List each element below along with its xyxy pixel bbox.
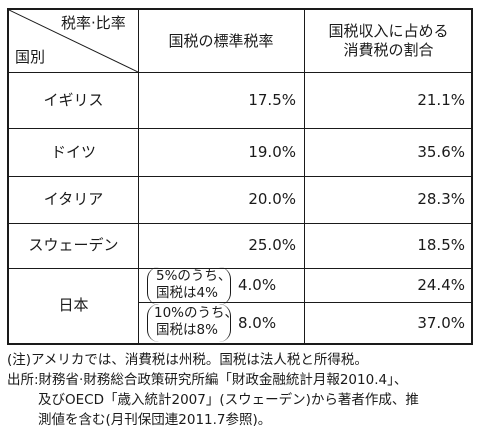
header-diagonal-line (9, 10, 138, 72)
consumption-share-value: 35.6% (417, 142, 465, 161)
note-line: (注)アメリカでは、消費税は州税。国税は法人税と所得税。 (7, 352, 368, 368)
consumption-share-value: 24.4% (417, 275, 465, 294)
row-divider (9, 128, 471, 129)
row-divider (9, 268, 471, 269)
source-notes: (注)アメリカでは、消費税は州税。国税は法人税と所得税。 出所:財務省·財務総合… (7, 350, 475, 430)
standard-rate-value: 4.0% (238, 275, 277, 294)
parenthetical-note (147, 267, 231, 305)
note-line: 5%のうち、 (156, 268, 232, 284)
note-line: 国税は4% (156, 285, 218, 301)
consumption-share-value: 21.1% (417, 91, 465, 110)
row-divider (9, 223, 471, 224)
column-header-line-2: 消費税の割合 (343, 41, 434, 59)
country-label: イタリア (43, 190, 104, 209)
country-label: スウェーデン (28, 236, 119, 255)
source-line: 及びOECD「歳入統計2007」(スウェーデン)から著者作成、推 (38, 392, 419, 408)
standard-rate-value: 19.0% (248, 142, 296, 161)
standard-rate-value: 25.0% (248, 236, 296, 255)
consumption-share-value: 37.0% (417, 313, 465, 332)
source-line: 測値を含む(月刊保団連2011.7参照)。 (38, 412, 272, 428)
row-divider (9, 72, 471, 73)
standard-rate-value: 20.0% (248, 190, 296, 209)
col-divider (304, 10, 305, 343)
col-divider (138, 10, 139, 343)
consumption-share-value: 28.3% (417, 190, 465, 209)
corner-header-bottom: 国別 (15, 47, 46, 66)
country-label: イギリス (43, 91, 104, 110)
column-header-consumption-share: 国税収入に占める 消費税の割合 (304, 10, 473, 72)
column-header-standard-rate: 国税の標準税率 (168, 31, 274, 50)
country-label: ドイツ (50, 142, 96, 161)
standard-rate-value: 17.5% (248, 91, 296, 110)
corner-header-top: 税率·比率 (61, 13, 126, 32)
row-divider (9, 176, 471, 177)
note-line: 国税は8% (156, 322, 218, 338)
column-header-line-1: 国税収入に占める (328, 22, 449, 41)
source-line: 出所:財務省·財務総合政策研究所編「財政金融統計月報2010.4」、 (7, 372, 408, 388)
note-line: 10%のうち、 (154, 305, 239, 321)
standard-rate-value: 8.0% (238, 313, 277, 332)
country-label-japan: 日本 (58, 296, 89, 315)
consumption-share-value: 18.5% (417, 236, 465, 255)
tax-comparison-table: 税率·比率 国別 国税の標準税率 国税収入に占める 消費税の割合 イギリス 17… (7, 8, 473, 345)
parenthetical-note (147, 304, 231, 342)
